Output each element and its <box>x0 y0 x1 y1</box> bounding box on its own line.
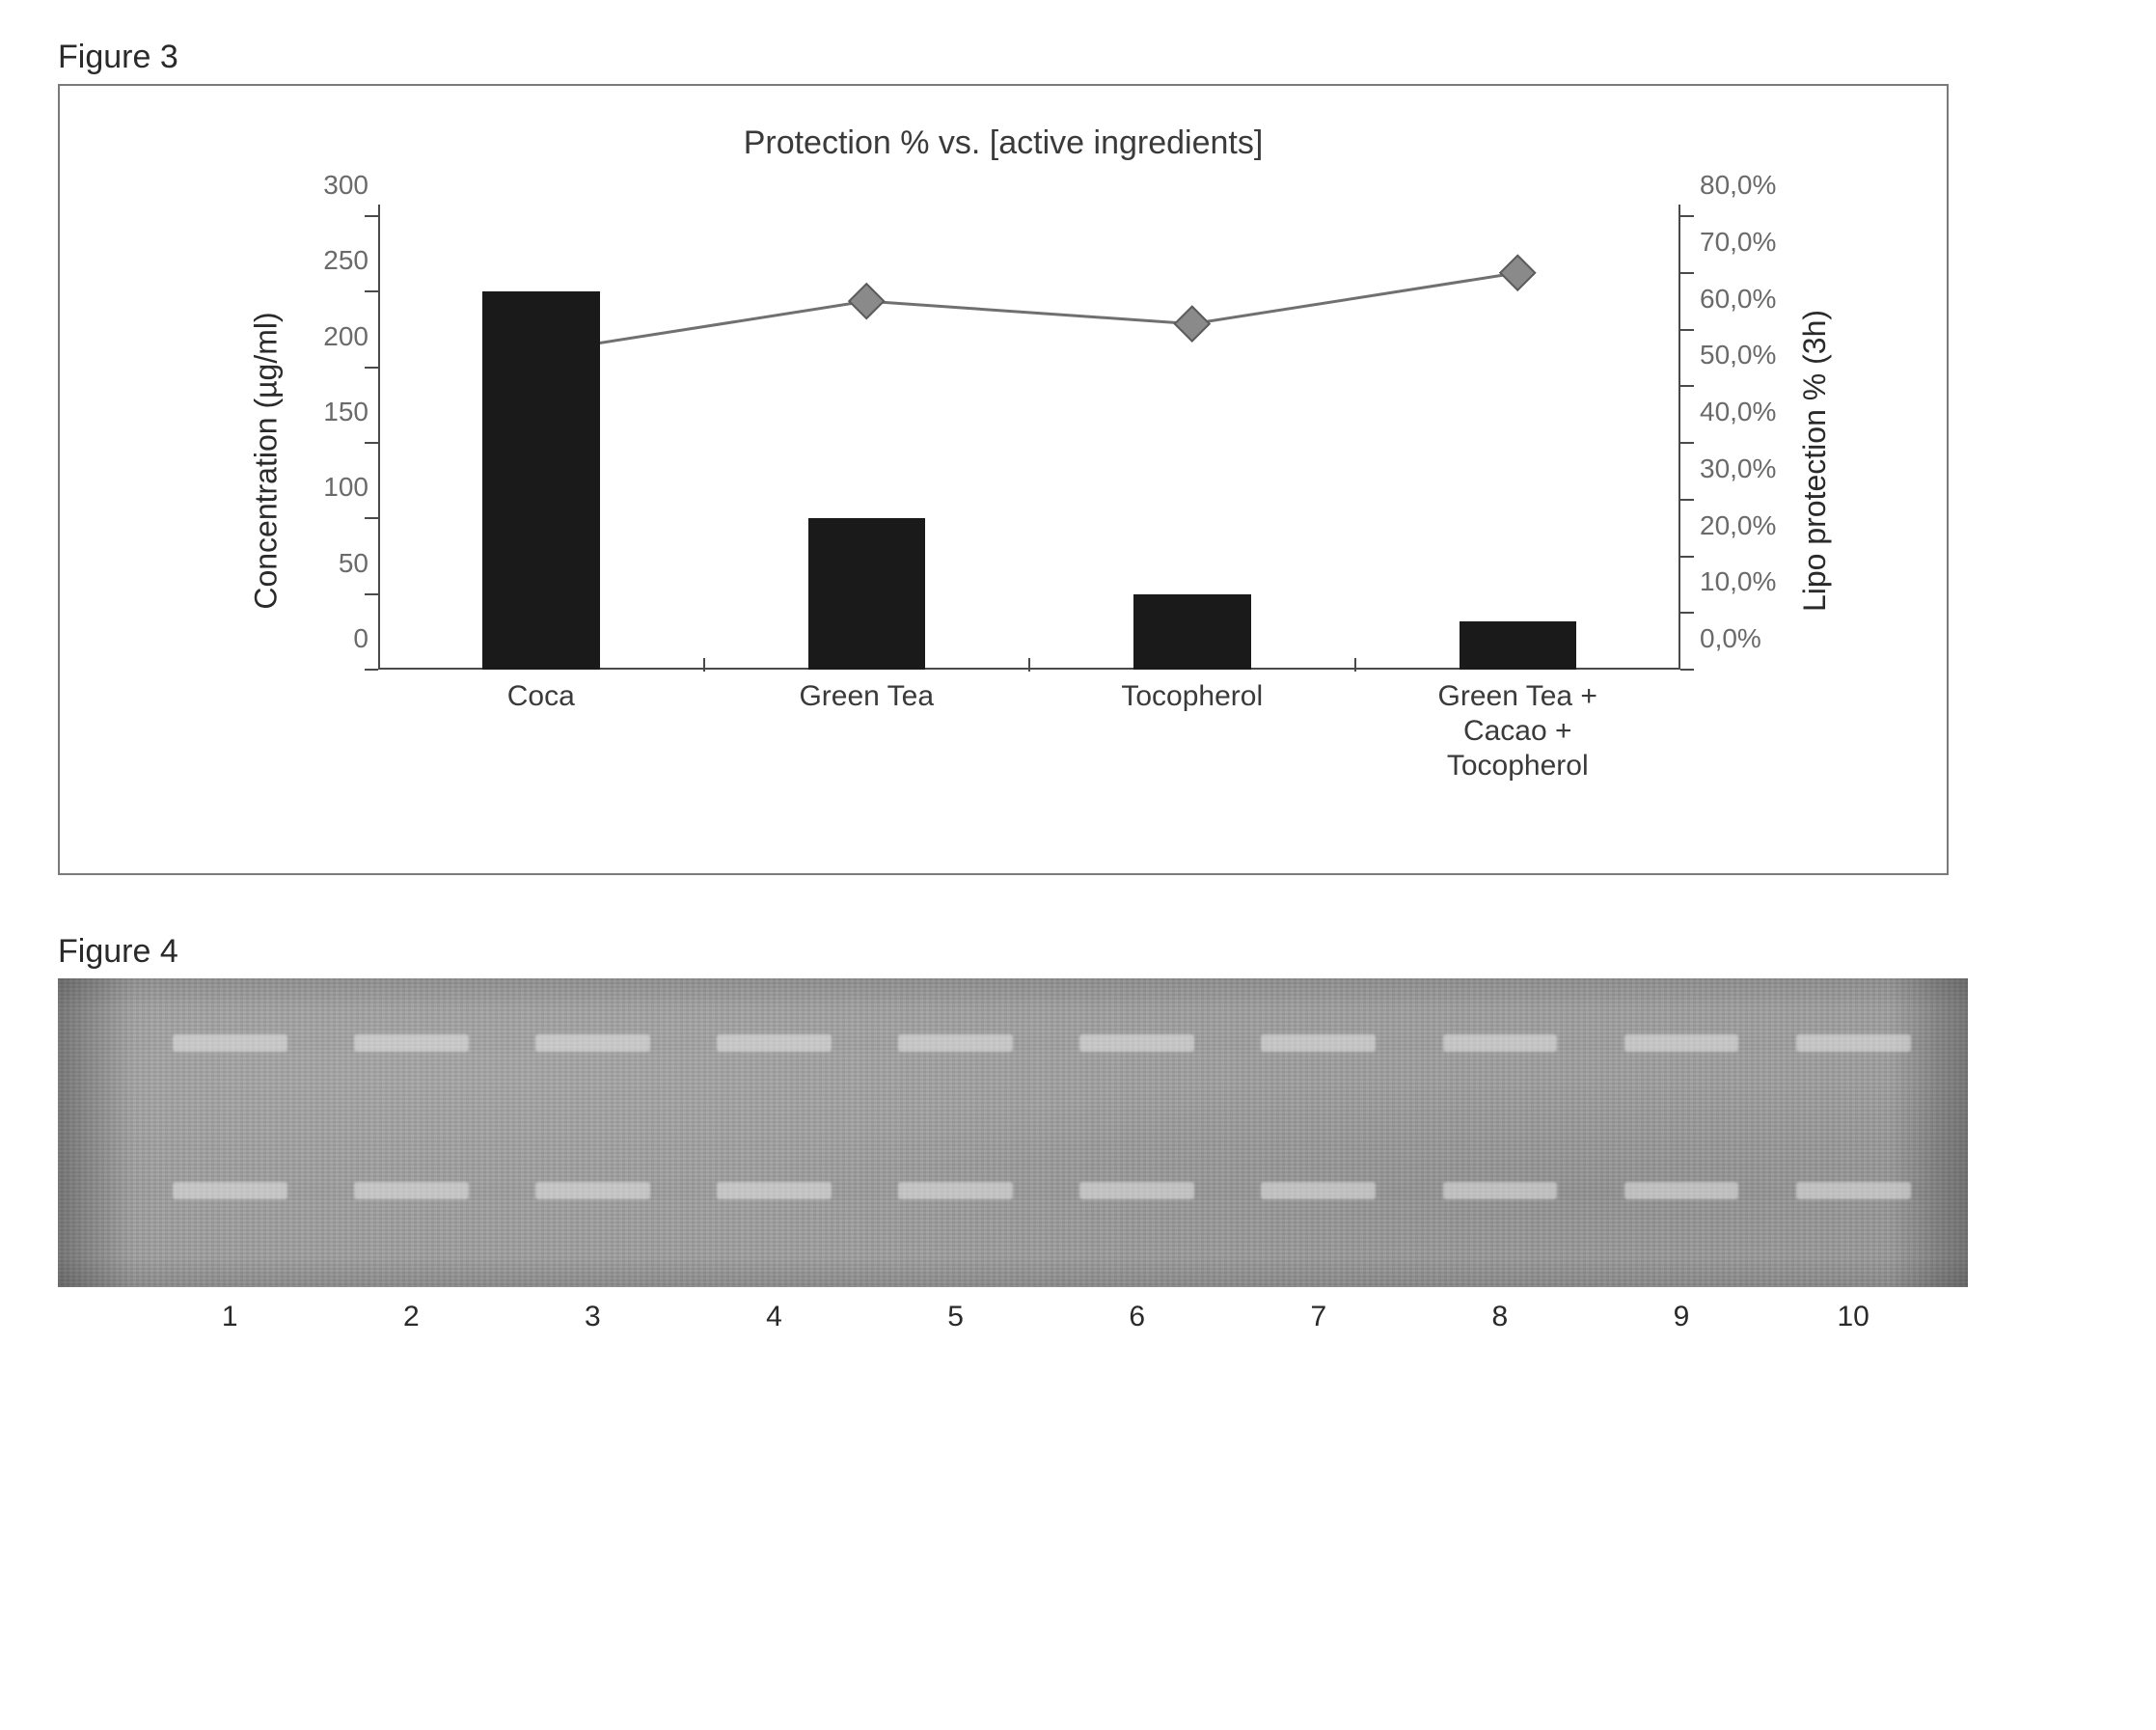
lane-label: 3 <box>585 1301 601 1333</box>
x-category-label: Tocopherol <box>1121 679 1263 714</box>
gel-band <box>1261 1182 1376 1199</box>
gel-band <box>1443 1182 1558 1199</box>
y-right-axis: 0,0%10,0%20,0%30,0%40,0%50,0%60,0%70,0%8… <box>1690 216 1806 670</box>
bar <box>808 518 926 670</box>
gel-band <box>898 1034 1013 1052</box>
bar <box>482 291 600 670</box>
lane-label: 10 <box>1838 1301 1869 1333</box>
gel-band <box>535 1034 650 1052</box>
lane-label: 4 <box>766 1301 782 1333</box>
figure3-frame: Protection % vs. [active ingredients] Co… <box>58 84 1949 875</box>
y-right-tick: 10,0% <box>1690 566 1806 597</box>
line-series <box>541 273 1518 352</box>
gel-band <box>1261 1034 1376 1052</box>
y-left-tick: 0 <box>301 623 378 654</box>
lane-label: 8 <box>1492 1301 1509 1333</box>
y-right-tick: 80,0% <box>1690 170 1806 201</box>
gel-band <box>1443 1034 1558 1052</box>
bar <box>1460 621 1577 670</box>
gel-band <box>354 1182 469 1199</box>
line-marker-diamond <box>849 284 884 318</box>
y-right-tick: 20,0% <box>1690 510 1806 541</box>
line-marker-diamond <box>1175 307 1210 342</box>
y-left-tick: 200 <box>301 321 378 352</box>
lane-label: 7 <box>1310 1301 1326 1333</box>
figure4-gel-image <box>58 978 1968 1287</box>
y-left-tick: 300 <box>301 170 378 201</box>
gel-band <box>1624 1034 1739 1052</box>
lane-label: 5 <box>947 1301 964 1333</box>
y-left-tick: 150 <box>301 397 378 427</box>
x-category-label: Green Tea <box>799 679 934 714</box>
plot-area <box>378 216 1680 670</box>
lane-label: 2 <box>403 1301 420 1333</box>
figure3-label: Figure 3 <box>58 39 2098 76</box>
gel-band <box>354 1034 469 1052</box>
y-left-tick: 100 <box>301 472 378 503</box>
figure4-label: Figure 4 <box>58 933 2098 971</box>
figure3-title: Protection % vs. [active ingredients] <box>60 124 1947 162</box>
y-left-tick: 250 <box>301 245 378 276</box>
gel-vignette <box>58 978 1968 1287</box>
x-category-label: Green Tea + Cacao + Tocopherol <box>1438 679 1597 783</box>
y-right-tick: 30,0% <box>1690 453 1806 484</box>
gel-band <box>535 1182 650 1199</box>
gel-band <box>1796 1034 1911 1052</box>
gel-band <box>898 1182 1013 1199</box>
y-right-tick: 70,0% <box>1690 227 1806 258</box>
line-marker-diamond <box>1500 256 1535 290</box>
y-right-tick: 50,0% <box>1690 340 1806 371</box>
y-left-axis-label: Concentration (µg/ml) <box>249 312 285 609</box>
gel-band <box>173 1034 287 1052</box>
lane-label: 9 <box>1674 1301 1690 1333</box>
y-left-tick: 50 <box>301 548 378 579</box>
gel-band <box>1796 1182 1911 1199</box>
bar <box>1133 594 1251 670</box>
gel-band <box>717 1182 832 1199</box>
lane-label: 1 <box>222 1301 238 1333</box>
y-right-tick: 0,0% <box>1690 623 1806 654</box>
y-right-tick: 60,0% <box>1690 284 1806 315</box>
gel-band <box>1079 1034 1194 1052</box>
gel-band <box>1079 1182 1194 1199</box>
gel-band <box>717 1034 832 1052</box>
figure4-lane-labels: 1 2 3 4 5 6 7 8 9 10 <box>58 1301 1968 1339</box>
gel-band <box>173 1182 287 1199</box>
gel-band <box>1624 1182 1739 1199</box>
y-right-tick: 40,0% <box>1690 397 1806 427</box>
x-category-label: Coca <box>507 679 575 714</box>
lane-label: 6 <box>1129 1301 1145 1333</box>
